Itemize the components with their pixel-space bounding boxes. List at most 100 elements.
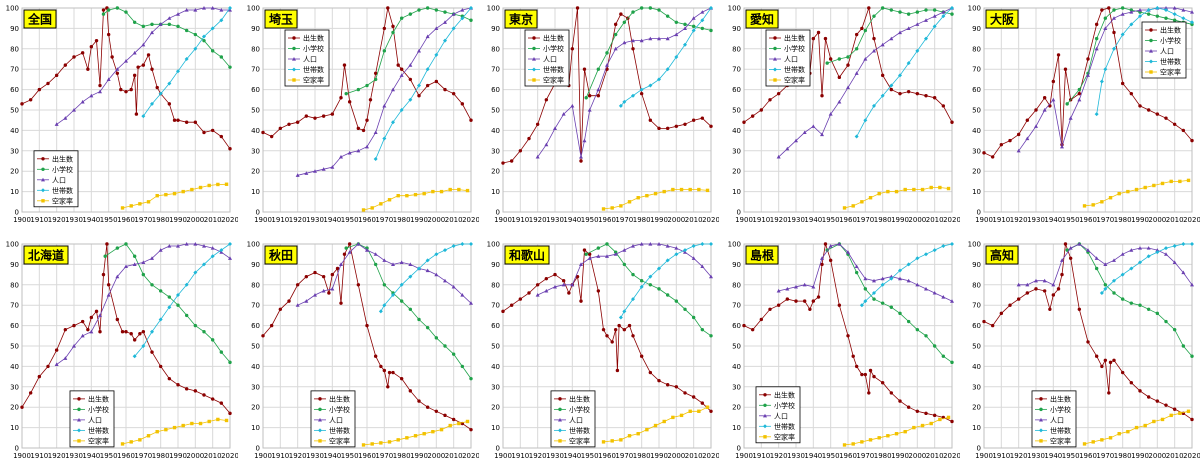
data-point (344, 246, 348, 250)
y-tick-label: 60 (732, 86, 741, 94)
legend-item: 世帯数 (758, 422, 795, 431)
x-tick-label: 1980 (152, 216, 170, 224)
data-point (854, 71, 859, 75)
data-point (674, 299, 679, 303)
data-point (648, 36, 653, 41)
data-point (888, 36, 893, 41)
y-tick-label: 40 (10, 127, 19, 135)
series-空家率 (842, 185, 950, 210)
data-point (63, 63, 68, 67)
data-point (622, 248, 627, 252)
data-point (1146, 246, 1151, 250)
data-point (949, 419, 954, 424)
data-point (1146, 254, 1151, 259)
legend-item: 出生数 (554, 394, 590, 403)
data-point (691, 256, 696, 260)
legend-marker (1039, 428, 1043, 433)
data-point (662, 419, 666, 424)
x-tick-label: 1920 (48, 216, 66, 224)
data-point (295, 283, 299, 287)
x-tick-label: 1900 (975, 452, 993, 460)
data-point (940, 10, 945, 14)
data-point (124, 89, 128, 94)
y-tick-label: 30 (10, 383, 19, 391)
data-point (286, 299, 291, 303)
data-point (146, 53, 151, 57)
data-point (1172, 122, 1177, 126)
data-point (408, 12, 412, 16)
data-point (697, 409, 701, 413)
legend-item: 人口 (1145, 48, 1174, 56)
data-point (1103, 262, 1108, 266)
x-tick-label: 1990 (1131, 452, 1149, 460)
data-point (202, 38, 206, 43)
data-point (982, 151, 986, 155)
legend-marker (532, 67, 536, 72)
data-point (1060, 144, 1064, 149)
data-point (1068, 256, 1073, 260)
data-point (691, 315, 696, 320)
data-point (115, 274, 120, 279)
data-point (260, 334, 265, 338)
y-tick-label: 70 (491, 302, 500, 310)
data-point (129, 204, 133, 208)
data-point (622, 309, 627, 314)
legend-box (755, 386, 800, 444)
legend-label: 小学校 (784, 44, 805, 53)
y-tick-label: 80 (10, 281, 19, 289)
data-point (1025, 282, 1030, 287)
data-point (871, 297, 876, 301)
data-point (709, 6, 713, 10)
x-tick-label: 1980 (1114, 452, 1132, 460)
data-point (657, 287, 661, 291)
series-小学校 (1065, 242, 1194, 358)
y-tick-label: 80 (732, 281, 741, 289)
y-tick-label: 0 (977, 209, 981, 217)
data-point (596, 254, 601, 258)
data-point (862, 276, 867, 281)
data-point (176, 69, 180, 74)
data-point (459, 8, 464, 12)
data-point (1051, 79, 1056, 84)
data-point (382, 368, 386, 373)
y-tick-label: 0 (255, 209, 259, 217)
x-tick-label: 1980 (633, 216, 651, 224)
data-point (859, 200, 864, 204)
data-point (304, 274, 308, 279)
data-point (631, 272, 635, 277)
data-point (1146, 395, 1151, 399)
data-point (897, 276, 902, 281)
data-point (356, 283, 360, 287)
data-point (202, 262, 206, 267)
series-出生数 (982, 242, 1194, 422)
data-point (854, 270, 858, 275)
legend-marker (762, 435, 767, 439)
x-tick-label: 1950 (1062, 216, 1080, 224)
x-tick-label: 1900 (735, 452, 753, 460)
data-point (674, 246, 679, 250)
data-point (648, 283, 653, 287)
data-point (442, 20, 447, 24)
data-point (138, 438, 142, 442)
legend-marker (291, 67, 296, 72)
data-point (819, 132, 824, 137)
data-point (582, 248, 587, 252)
x-tick-label: 1960 (598, 216, 616, 224)
series-人口 (1016, 242, 1194, 287)
data-point (1042, 96, 1047, 100)
data-point (1112, 278, 1116, 283)
data-point (146, 434, 151, 438)
x-tick-label: 2020 (462, 452, 479, 460)
data-point (828, 244, 833, 248)
data-point (184, 387, 189, 391)
data-point (854, 32, 858, 37)
series-出生数 (260, 242, 473, 432)
legend-item: 小学校 (37, 165, 73, 174)
data-point (587, 252, 592, 256)
data-point (665, 36, 670, 41)
data-point (816, 295, 820, 299)
plot-area (983, 7, 1193, 213)
data-point (906, 262, 911, 267)
